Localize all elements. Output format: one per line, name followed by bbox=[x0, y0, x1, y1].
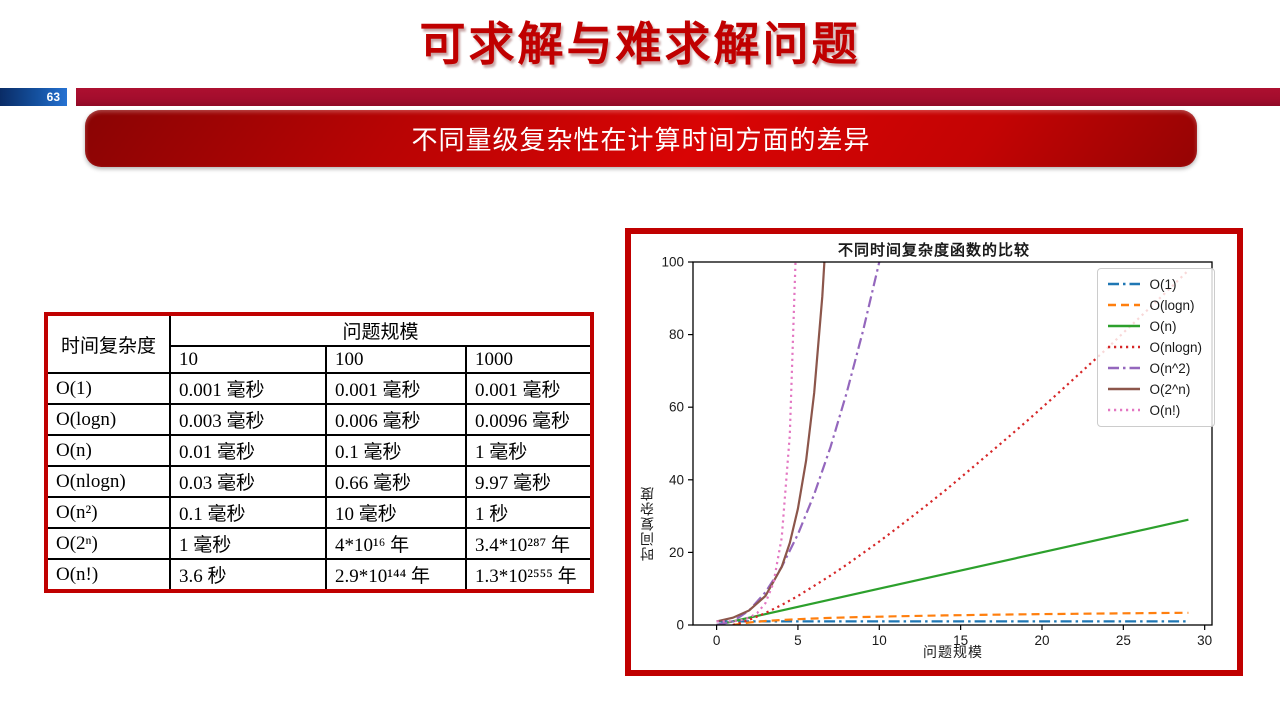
table-size-header-row: 10 100 1000 bbox=[46, 345, 593, 374]
subtitle-banner: 不同量级复杂性在计算时间方面的差异 bbox=[85, 110, 1197, 167]
legend-line-sample bbox=[1108, 325, 1141, 328]
time-value-cell: 0.1 毫秒 bbox=[169, 496, 327, 529]
time-value-cell: 10 毫秒 bbox=[325, 496, 467, 529]
table-row: O(n) 0.01 毫秒 0.1 毫秒 1 毫秒 bbox=[45, 434, 593, 467]
y-tick-label: 100 bbox=[661, 255, 684, 270]
x-tick-label: 15 bbox=[953, 633, 968, 648]
time-value-cell: 9.97 毫秒 bbox=[465, 465, 593, 498]
chart-panel: 不同时间复杂度函数的比较 0 5 10 15 20 25 30 0 20 40 60 80 100 问题… bbox=[625, 228, 1243, 676]
legend-line-sample bbox=[1108, 346, 1141, 349]
x-tick-label: 10 bbox=[872, 633, 887, 648]
x-tick-label: 5 bbox=[794, 633, 802, 648]
legend-line-sample bbox=[1108, 409, 1141, 412]
subtitle-text: 不同量级复杂性在计算时间方面的差异 bbox=[411, 125, 871, 155]
time-value-cell: 1.3*10²⁵⁵⁵ 年 bbox=[465, 558, 593, 592]
size-header-cell: 10 bbox=[169, 345, 327, 374]
series-line-O(n!) bbox=[716, 262, 797, 623]
legend-label: O(1) bbox=[1149, 276, 1177, 292]
complexity-cell: O(nlogn) bbox=[45, 465, 171, 498]
legend-item: O(logn) bbox=[1108, 297, 1202, 314]
time-value-cell: 0.0096 毫秒 bbox=[465, 403, 593, 436]
legend-label: O(logn) bbox=[1149, 297, 1195, 313]
time-value-cell: 0.1 毫秒 bbox=[325, 434, 467, 467]
series-line-O(n) bbox=[716, 518, 1189, 625]
y-tick-label: 40 bbox=[669, 472, 684, 487]
table-row: O(2ⁿ) 1 毫秒 4*10¹⁶ 年 3.4*10²⁸⁷ 年 bbox=[45, 527, 593, 560]
time-value-cell: 0.001 毫秒 bbox=[325, 372, 467, 405]
time-value-cell: 1 毫秒 bbox=[169, 527, 327, 560]
complexity-cell: O(n) bbox=[45, 434, 171, 467]
divider-bar bbox=[76, 88, 1280, 106]
x-tick-label: 25 bbox=[1116, 633, 1131, 648]
time-value-cell: 4*10¹⁶ 年 bbox=[325, 527, 467, 560]
y-tick-label: 80 bbox=[669, 327, 684, 342]
y-tick-label: 60 bbox=[669, 400, 684, 415]
time-value-cell: 0.03 毫秒 bbox=[169, 465, 327, 498]
time-value-cell: 3.6 秒 bbox=[169, 558, 327, 592]
time-value-cell: 1 秒 bbox=[465, 496, 593, 529]
complexity-cell: O(n²) bbox=[45, 496, 171, 529]
time-value-cell: 0.003 毫秒 bbox=[169, 403, 327, 436]
complexity-cell: O(2ⁿ) bbox=[45, 527, 171, 560]
legend-label: O(n^2) bbox=[1149, 360, 1191, 376]
legend-item: O(nlogn) bbox=[1108, 339, 1202, 356]
x-axis-label: 问题规模 bbox=[923, 644, 983, 660]
time-value-cell: 1 毫秒 bbox=[465, 434, 593, 467]
time-value-cell: 3.4*10²⁸⁷ 年 bbox=[465, 527, 593, 560]
table-row: O(1) 0.001 毫秒 0.001 毫秒 0.001 毫秒 bbox=[45, 372, 593, 405]
y-tick-label: 0 bbox=[676, 618, 684, 633]
legend-item: O(n^2) bbox=[1108, 360, 1202, 377]
chart-legend: O(1) O(logn) O(n) O(nlogn) O(n^2) O(2^n) O(n!) bbox=[1097, 268, 1215, 427]
legend-line-sample bbox=[1108, 367, 1141, 370]
complexity-table: 时间复杂度 问题规模 10 100 1000 O(1) 0.001 毫秒 0.001… bbox=[44, 312, 594, 593]
legend-item: O(1) bbox=[1108, 276, 1202, 293]
legend-label: O(n!) bbox=[1149, 402, 1181, 418]
complexity-chart: 0 5 10 15 20 25 30 0 20 40 60 80 100 bbox=[661, 255, 1213, 648]
series-line-O(logn) bbox=[732, 611, 1189, 625]
x-tick-label: 30 bbox=[1197, 633, 1212, 648]
legend-label: O(nlogn) bbox=[1149, 339, 1202, 355]
table-row: O(n²) 0.1 毫秒 10 毫秒 1 秒 bbox=[45, 496, 593, 529]
page-number-badge: 63 bbox=[0, 88, 67, 106]
legend-line-sample bbox=[1108, 283, 1141, 286]
complexity-cell: O(1) bbox=[45, 372, 171, 405]
legend-item: O(n) bbox=[1108, 318, 1202, 335]
complexity-cell: O(logn) bbox=[45, 403, 171, 436]
x-tick-label: 0 bbox=[713, 633, 721, 648]
legend-label: O(n) bbox=[1149, 318, 1177, 334]
series-line-O(2^n) bbox=[716, 262, 826, 623]
page-title: 可求解与难求解问题 bbox=[419, 18, 861, 70]
size-header-cell: 1000 bbox=[465, 345, 593, 374]
table-row: O(n!) 3.6 秒 2.9*10¹⁴⁴ 年 1.3*10²⁵⁵⁵ 年 bbox=[45, 558, 593, 592]
table-header-row: 时间复杂度 问题规模 bbox=[45, 313, 593, 374]
y-axis-label: 时间复杂度 bbox=[639, 486, 655, 562]
time-value-cell: 2.9*10¹⁴⁴ 年 bbox=[325, 558, 467, 592]
legend-item: O(2^n) bbox=[1108, 381, 1202, 398]
y-tick-label: 20 bbox=[669, 545, 684, 560]
time-value-cell: 0.01 毫秒 bbox=[169, 434, 327, 467]
complexity-cell: O(n!) bbox=[45, 558, 171, 592]
time-value-cell: 0.001 毫秒 bbox=[169, 372, 327, 405]
series-line-O(n^2) bbox=[716, 262, 881, 625]
size-header-cell: 100 bbox=[325, 345, 467, 374]
time-value-cell: 0.001 毫秒 bbox=[465, 372, 593, 405]
corner-header-cell: 时间复杂度 bbox=[45, 313, 171, 374]
legend-line-sample bbox=[1108, 388, 1141, 391]
table-row: O(nlogn) 0.03 毫秒 0.66 毫秒 9.97 毫秒 bbox=[45, 465, 593, 498]
legend-line-sample bbox=[1108, 304, 1141, 307]
time-value-cell: 0.006 毫秒 bbox=[325, 403, 467, 436]
group-header-cell: 问题规模 bbox=[169, 313, 593, 347]
x-tick-label: 20 bbox=[1034, 633, 1049, 648]
legend-label: O(2^n) bbox=[1149, 381, 1191, 397]
time-value-cell: 0.66 毫秒 bbox=[325, 465, 467, 498]
legend-item: O(n!) bbox=[1108, 402, 1202, 419]
chart-title: 不同时间复杂度函数的比较 bbox=[837, 242, 1030, 259]
plot-border bbox=[692, 261, 1213, 626]
table-row: O(logn) 0.003 毫秒 0.006 毫秒 0.0096 毫秒 bbox=[45, 403, 593, 436]
